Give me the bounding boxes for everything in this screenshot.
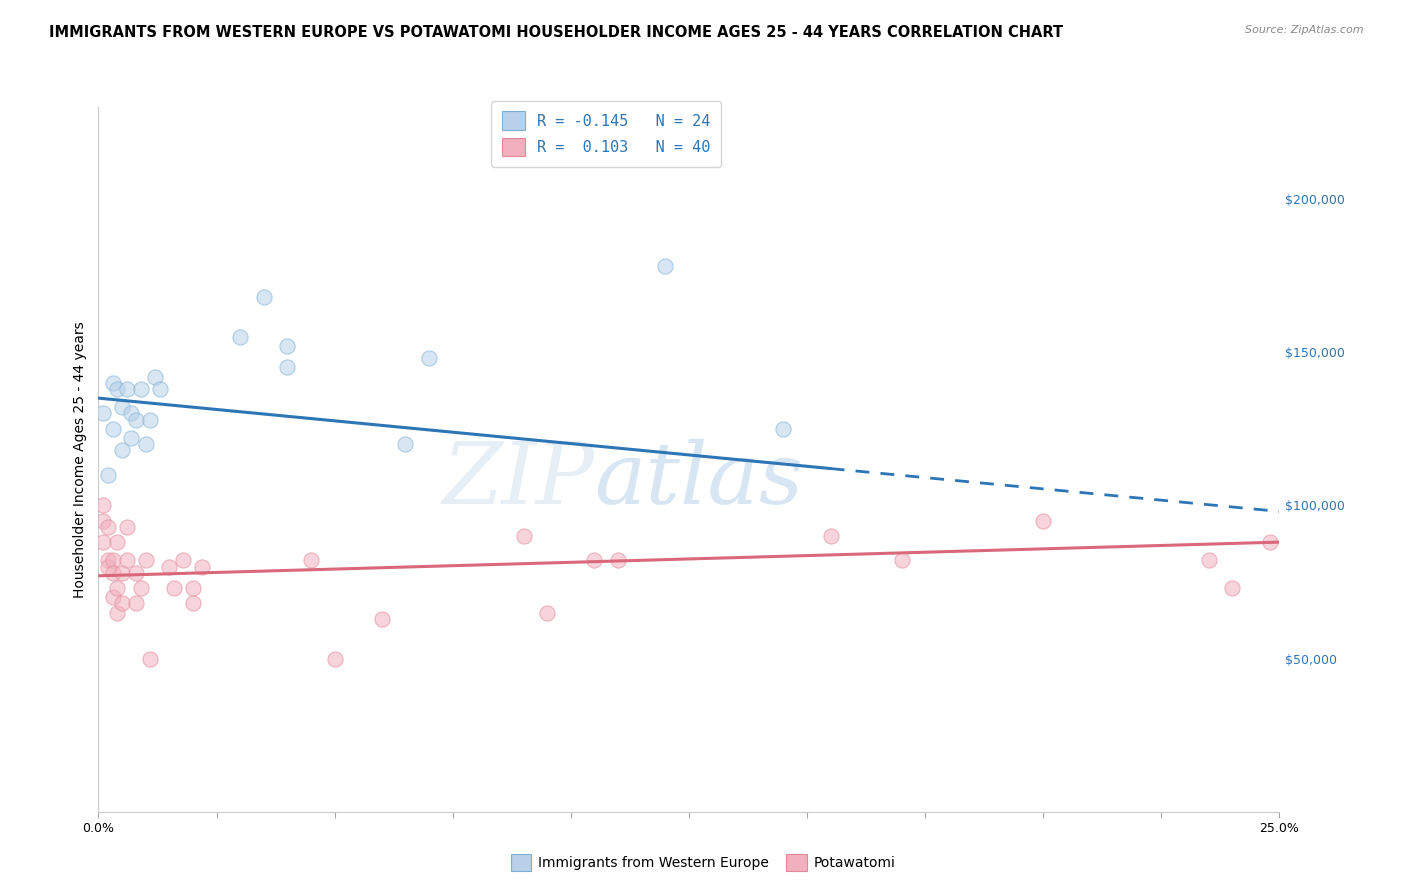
Point <box>276 360 298 375</box>
Point <box>111 401 134 415</box>
Point <box>512 529 534 543</box>
Point <box>299 553 322 567</box>
Point <box>97 520 120 534</box>
Point <box>125 596 148 610</box>
Point <box>105 535 128 549</box>
Point <box>129 581 152 595</box>
Point <box>191 559 214 574</box>
Point <box>1198 553 1220 567</box>
Point <box>371 612 394 626</box>
Point <box>111 596 134 610</box>
Point <box>323 651 346 665</box>
Point <box>135 553 157 567</box>
Point <box>115 520 138 534</box>
Point <box>91 406 114 420</box>
Legend: R = -0.145   N = 24, R =  0.103   N = 40: R = -0.145 N = 24, R = 0.103 N = 40 <box>491 101 721 167</box>
Text: atlas: atlas <box>595 439 804 522</box>
Point <box>583 553 606 567</box>
Point <box>149 382 172 396</box>
Point <box>181 596 204 610</box>
Point <box>139 651 162 665</box>
Text: ZIP: ZIP <box>443 439 595 522</box>
Point <box>654 260 676 274</box>
Point <box>101 566 124 580</box>
Point <box>1032 514 1054 528</box>
Point <box>97 559 120 574</box>
Point <box>115 382 138 396</box>
Point <box>1220 581 1243 595</box>
Point <box>229 330 252 344</box>
Point <box>135 437 157 451</box>
Point <box>91 535 114 549</box>
Point <box>125 566 148 580</box>
Point <box>394 437 416 451</box>
Point <box>105 606 128 620</box>
Point <box>91 499 114 513</box>
Point <box>890 553 912 567</box>
Point <box>139 412 162 426</box>
Point <box>163 581 186 595</box>
Point <box>97 467 120 482</box>
Point <box>418 351 440 366</box>
Point <box>121 431 143 445</box>
Point <box>157 559 180 574</box>
Y-axis label: Householder Income Ages 25 - 44 years: Householder Income Ages 25 - 44 years <box>73 321 87 598</box>
Point <box>607 553 630 567</box>
Point <box>143 369 166 384</box>
Point <box>101 591 124 605</box>
Point <box>820 529 842 543</box>
Point <box>125 412 148 426</box>
Point <box>121 406 143 420</box>
Point <box>129 382 152 396</box>
Point <box>105 581 128 595</box>
Point <box>115 553 138 567</box>
Point <box>1258 535 1281 549</box>
Point <box>772 422 794 436</box>
Text: IMMIGRANTS FROM WESTERN EUROPE VS POTAWATOMI HOUSEHOLDER INCOME AGES 25 - 44 YEA: IMMIGRANTS FROM WESTERN EUROPE VS POTAWA… <box>49 25 1063 40</box>
Point <box>181 581 204 595</box>
Legend: Immigrants from Western Europe, Potawatomi: Immigrants from Western Europe, Potawato… <box>505 848 901 876</box>
Point <box>101 376 124 390</box>
Point <box>101 422 124 436</box>
Point <box>101 553 124 567</box>
Text: Source: ZipAtlas.com: Source: ZipAtlas.com <box>1246 25 1364 35</box>
Point <box>97 553 120 567</box>
Point <box>111 443 134 458</box>
Point <box>536 606 558 620</box>
Point <box>172 553 194 567</box>
Point <box>91 514 114 528</box>
Point <box>105 382 128 396</box>
Point <box>111 566 134 580</box>
Point <box>253 290 276 304</box>
Point <box>276 339 298 353</box>
